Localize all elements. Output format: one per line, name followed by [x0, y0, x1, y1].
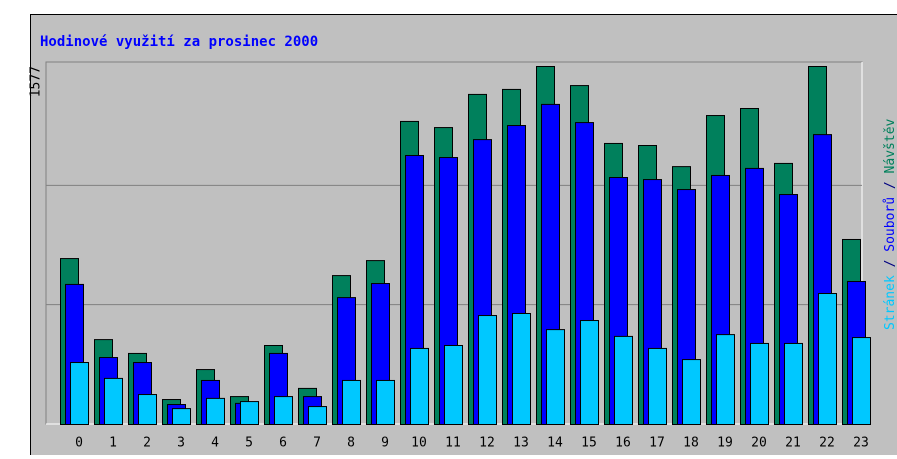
bar	[241, 402, 259, 425]
x-tick-label: 21	[785, 436, 801, 451]
x-tick-label: 19	[717, 436, 733, 451]
bar	[751, 343, 769, 424]
x-tick-label: 6	[279, 436, 287, 451]
bar	[445, 345, 463, 424]
chart-title: Hodinové využití za prosinec 2000	[40, 34, 318, 50]
bar	[785, 343, 803, 424]
legend: Stránek / Souborů / Návštěv	[883, 118, 897, 330]
bar	[275, 397, 293, 425]
legend-separator: /	[883, 173, 897, 196]
bar	[105, 378, 123, 424]
x-tick-label: 10	[411, 436, 427, 451]
y-tick-label: 1577	[29, 66, 44, 97]
bar	[309, 407, 327, 425]
legend-separator: /	[883, 252, 897, 275]
bar	[853, 338, 871, 425]
x-tick-label: 16	[615, 436, 631, 451]
x-tick-label: 1	[109, 436, 117, 451]
bar	[683, 360, 701, 425]
bar	[139, 395, 157, 425]
bar	[513, 313, 531, 424]
x-tick-label: 7	[313, 436, 321, 451]
x-tick-label: 9	[381, 436, 389, 451]
x-tick-label: 3	[177, 436, 185, 451]
x-tick-label: 15	[581, 436, 597, 451]
x-tick-label: 5	[245, 436, 253, 451]
x-tick-label: 4	[211, 436, 219, 451]
x-tick-label: 8	[347, 436, 355, 451]
bar	[207, 398, 225, 424]
x-tick-label: 14	[547, 436, 563, 451]
x-tick-label: 13	[513, 436, 529, 451]
bar	[717, 335, 735, 425]
bar	[615, 336, 633, 424]
x-tick-label: 17	[649, 436, 665, 451]
bar	[411, 348, 429, 424]
bar	[581, 321, 599, 425]
bar	[547, 330, 565, 425]
legend-entry: Souborů	[883, 197, 897, 252]
legend-entry: Návštěv	[883, 118, 897, 173]
bar	[71, 363, 89, 425]
legend-entry: Stránek	[883, 275, 897, 330]
x-tick-label: 23	[853, 436, 869, 451]
x-tick-label: 22	[819, 436, 835, 451]
bar	[377, 380, 395, 424]
bar	[173, 409, 191, 425]
x-tick-label: 18	[683, 436, 699, 451]
x-tick-label: 11	[445, 436, 461, 451]
x-tick-label: 12	[479, 436, 495, 451]
bar	[479, 316, 497, 425]
bar	[649, 348, 667, 424]
bar	[819, 294, 837, 425]
x-tick-label: 20	[751, 436, 767, 451]
x-tick-label: 0	[75, 436, 83, 451]
x-tick-label: 2	[143, 436, 151, 451]
bar	[343, 380, 361, 424]
